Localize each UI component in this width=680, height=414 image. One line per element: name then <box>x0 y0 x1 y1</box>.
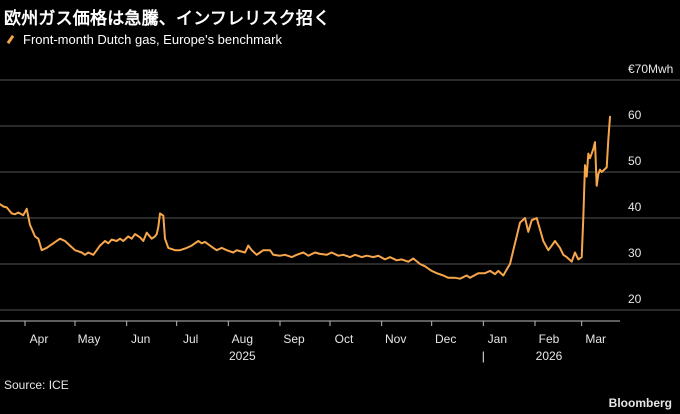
x-tick-label-nov: Nov <box>385 332 406 346</box>
x-tick-label-sep: Sep <box>283 332 305 346</box>
x-tick-label-aug: Aug <box>232 332 253 346</box>
x-tick-label-mar: Mar <box>585 332 606 346</box>
x-tick-label-apr: Apr <box>30 332 49 346</box>
x-axis: Apr May Jun Jul Aug Sep Oct Nov Dec Jan Feb Mar 2025… <box>0 320 620 363</box>
y-axis-ticks: €70Mwh 60 50 40 30 20 <box>628 62 673 306</box>
x-tick-label-oct: Oct <box>335 332 354 346</box>
x-tick-label-feb: Feb <box>539 332 560 346</box>
grid-lines <box>0 79 680 311</box>
y-tick-label-40: 40 <box>628 200 642 214</box>
y-tick-label-70: €70Mwh <box>628 62 673 76</box>
x-tick-label-jul: Jul <box>183 332 198 346</box>
year-label-2025: 2025 <box>229 349 256 363</box>
x-tick-label-may: May <box>78 332 101 346</box>
y-tick-label-60: 60 <box>628 108 642 122</box>
year-label-2026: 2026 <box>536 349 563 363</box>
x-tick-label-jun: Jun <box>131 332 150 346</box>
y-tick-label-50: 50 <box>628 154 642 168</box>
source-note: Source: ICE <box>4 378 69 392</box>
y-tick-label-20: 20 <box>628 292 642 306</box>
y-tick-label-30: 30 <box>628 246 642 260</box>
series-layer <box>0 115 611 280</box>
legend-label: Front-month Dutch gas, Europe's benchmar… <box>23 32 282 47</box>
brand-logo: Bloomberg <box>608 396 672 410</box>
chart-title: 欧州ガス価格は急騰、インフレリスク招く <box>4 9 331 29</box>
x-tick-label-jan: Jan <box>488 332 507 346</box>
year-divider: | <box>482 349 485 363</box>
legend: Front-month Dutch gas, Europe's benchmar… <box>4 32 282 47</box>
x-tick-label-dec: Dec <box>435 332 456 346</box>
series-line-0 <box>0 115 611 280</box>
